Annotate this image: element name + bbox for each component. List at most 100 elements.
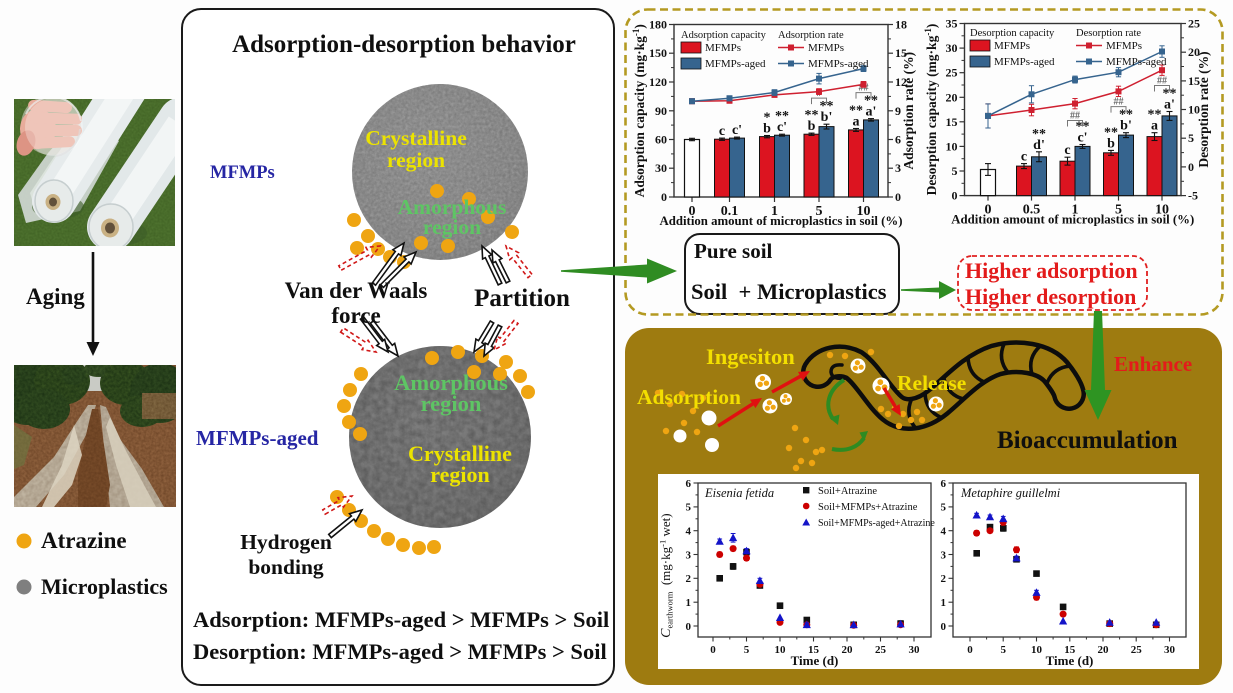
svg-text:a: a [853, 115, 860, 130]
svg-text:Adsorption rate: Adsorption rate [778, 30, 844, 41]
svg-text:6: 6 [686, 478, 692, 490]
svg-text:10: 10 [1188, 103, 1200, 117]
svg-text:180: 180 [649, 18, 667, 32]
svg-text:3: 3 [686, 549, 692, 561]
svg-text:3: 3 [895, 161, 901, 175]
svg-text:30: 30 [655, 161, 667, 175]
svg-text:0: 0 [895, 190, 901, 204]
svg-text:20: 20 [1188, 45, 1200, 59]
svg-text:Desorption rate: Desorption rate [1076, 28, 1141, 39]
svg-text:12: 12 [895, 75, 907, 89]
svg-text:MFMPs-aged: MFMPs-aged [705, 58, 766, 70]
svg-text:5: 5 [1000, 644, 1006, 656]
svg-text:b: b [1107, 136, 1115, 151]
svg-text:MFMPs-aged: MFMPs-aged [1106, 56, 1167, 68]
svg-text:Addition amount of microplasti: Addition amount of microplastics in soil… [660, 214, 903, 228]
svg-text:15: 15 [1188, 74, 1200, 88]
svg-text:**: ** [775, 109, 789, 124]
svg-text:a: a [1151, 119, 1158, 134]
svg-text:Time (d): Time (d) [791, 653, 839, 668]
svg-text:1: 1 [686, 597, 692, 609]
svg-text:0: 0 [952, 189, 958, 203]
svg-text:1: 1 [771, 204, 778, 219]
svg-text:0.1: 0.1 [721, 204, 739, 219]
svg-text:Desorption capacity: Desorption capacity [970, 28, 1055, 39]
svg-text:0: 0 [967, 644, 973, 656]
svg-text:MFMPs-aged: MFMPs-aged [808, 58, 869, 70]
svg-text:15: 15 [1064, 644, 1076, 656]
svg-text:a': a' [866, 105, 877, 120]
svg-text:4: 4 [941, 526, 947, 538]
svg-text:Desorption capacity (mg·kg-1): Desorption capacity (mg·kg-1) [923, 24, 939, 196]
svg-text:**: ** [1104, 125, 1118, 140]
svg-text:Soil+Atrazine: Soil+Atrazine [818, 486, 877, 497]
svg-text:5: 5 [1188, 131, 1194, 145]
svg-text:MFMPs: MFMPs [705, 42, 741, 54]
svg-text:##: ## [1157, 76, 1167, 87]
svg-text:Eisenia fetida: Eisenia fetida [704, 486, 774, 500]
svg-text:30: 30 [946, 41, 958, 55]
svg-text:**: ** [849, 104, 863, 119]
svg-text:10: 10 [1031, 644, 1043, 656]
svg-text:c: c [1021, 150, 1027, 165]
svg-text:Desorption rate (%): Desorption rate (%) [1196, 51, 1211, 167]
svg-text:3: 3 [941, 549, 947, 561]
svg-text:Soil+MFMPs-aged+Atrazine: Soil+MFMPs-aged+Atrazine [818, 518, 935, 529]
svg-text:9: 9 [895, 104, 901, 118]
svg-text:MFMPs-aged: MFMPs-aged [994, 56, 1055, 68]
svg-text:**: ** [1032, 127, 1046, 142]
svg-text:c': c' [777, 120, 787, 135]
svg-text:120: 120 [649, 75, 667, 89]
svg-text:10: 10 [1155, 203, 1169, 218]
svg-text:20: 20 [1098, 644, 1110, 656]
svg-text:5: 5 [686, 502, 692, 514]
svg-text:20: 20 [842, 644, 854, 656]
svg-text:a': a' [1164, 98, 1175, 113]
svg-text:b: b [808, 119, 816, 134]
svg-text:**: ** [1119, 108, 1133, 123]
svg-text:5: 5 [816, 204, 823, 219]
svg-text:25: 25 [1131, 644, 1143, 656]
svg-text:0.5: 0.5 [1023, 203, 1041, 218]
svg-text:10: 10 [857, 204, 871, 219]
svg-text:-5: -5 [1188, 189, 1198, 203]
svg-text:1: 1 [941, 597, 947, 609]
svg-text:90: 90 [655, 104, 667, 118]
svg-text:c: c [719, 124, 725, 139]
svg-text:c': c' [732, 123, 742, 138]
svg-text:Addition amount of microplasti: Addition amount of microplastics in soil… [951, 213, 1194, 227]
svg-text:**: ** [820, 99, 834, 114]
svg-text:0: 0 [686, 621, 692, 633]
svg-text:##: ## [1070, 110, 1080, 121]
svg-text:35: 35 [946, 17, 958, 31]
svg-text:25: 25 [875, 644, 887, 656]
svg-text:**: ** [805, 108, 819, 123]
svg-text:18: 18 [895, 18, 907, 32]
svg-text:0: 0 [985, 203, 992, 218]
svg-text:5: 5 [941, 502, 947, 514]
svg-text:b: b [763, 122, 771, 137]
svg-text:##: ## [1114, 97, 1124, 108]
svg-text:5: 5 [744, 644, 750, 656]
svg-text:4: 4 [686, 526, 692, 538]
svg-text:Time (d): Time (d) [1046, 653, 1094, 668]
svg-text:Cearthworm (mg·kg-1 wet): Cearthworm (mg·kg-1 wet) [658, 510, 675, 638]
svg-text:1: 1 [1072, 203, 1079, 218]
svg-text:MFMPs: MFMPs [1106, 40, 1142, 52]
svg-text:##: ## [859, 83, 869, 94]
svg-text:2: 2 [941, 573, 947, 585]
svg-text:**: ** [1163, 87, 1177, 102]
svg-text:Adsorption rate (%): Adsorption rate (%) [901, 52, 916, 170]
svg-text:6: 6 [941, 478, 947, 490]
svg-text:60: 60 [655, 133, 667, 147]
svg-text:c': c' [1077, 131, 1087, 146]
svg-text:c: c [1064, 143, 1070, 158]
svg-text:MFMPs: MFMPs [808, 42, 844, 54]
svg-text:25: 25 [1188, 17, 1200, 31]
svg-text:20: 20 [946, 90, 958, 104]
svg-text:0: 0 [689, 204, 696, 219]
svg-text:Adsorption capacity: Adsorption capacity [681, 30, 767, 41]
svg-text:*: * [764, 111, 771, 126]
svg-text:Soil+MFMPs+Atrazine: Soil+MFMPs+Atrazine [818, 502, 918, 513]
svg-text:30: 30 [909, 644, 921, 656]
